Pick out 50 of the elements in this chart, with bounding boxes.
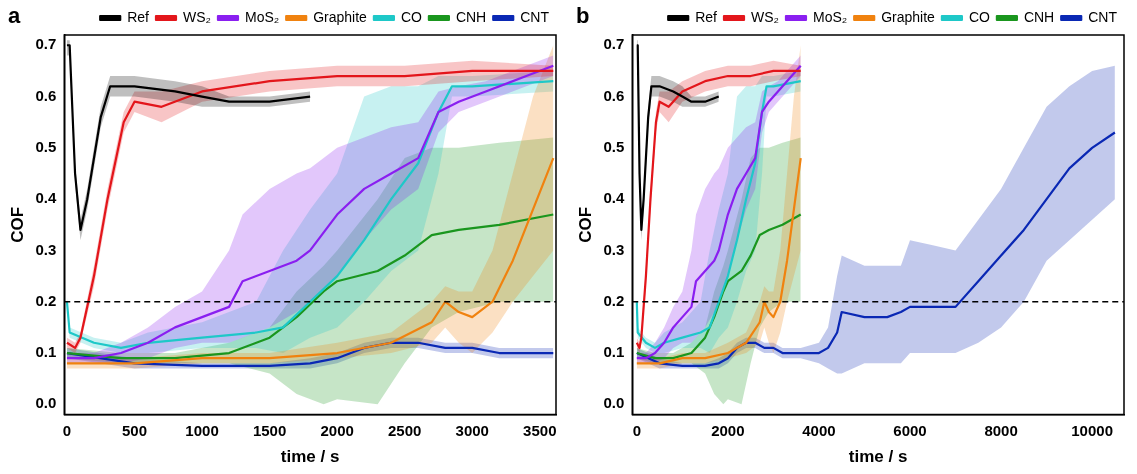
x-tick-label: 2500 — [388, 421, 422, 439]
y-tick-label: 0.2 — [603, 291, 625, 309]
legend-label: MoS₂ — [244, 8, 280, 25]
y-tick-label: 0.5 — [603, 137, 625, 155]
x-tick-label: 500 — [121, 421, 148, 439]
y-tick-label: 0.0 — [35, 394, 57, 412]
legend-label: WS₂ — [182, 8, 211, 25]
legend-label: Graphite — [881, 8, 936, 25]
y-tick-label: 0.4 — [603, 189, 625, 207]
y-tick-label: 0.7 — [603, 35, 625, 53]
legend-label: Ref — [695, 8, 718, 25]
legend-label: CO — [400, 8, 423, 25]
legend-label: Graphite — [313, 8, 368, 25]
x-tick-label: 0 — [62, 421, 72, 439]
x-tick-label: 10000 — [1071, 421, 1113, 439]
y-tick-label: 0.6 — [35, 86, 57, 104]
legend-label: WS₂ — [750, 8, 779, 25]
y-tick-label: 0.6 — [603, 86, 625, 104]
y-tick-label: 0.3 — [35, 240, 57, 258]
y-tick-label: 0.1 — [35, 343, 57, 361]
y-axis-title: COF — [7, 206, 27, 243]
legend-label: CNH — [1023, 8, 1055, 25]
y-tick-label: 0.1 — [603, 343, 625, 361]
y-tick-label: 0.5 — [35, 137, 57, 155]
x-tick-label: 6000 — [893, 421, 927, 439]
legend-label: CNT — [520, 8, 550, 25]
y-tick-label: 0.7 — [35, 35, 57, 53]
x-tick-label: 0 — [632, 421, 641, 439]
x-axis-title: time / s — [280, 447, 340, 467]
text: a — [8, 3, 21, 29]
legend-label: CNH — [455, 8, 487, 25]
y-axis-title: COF — [575, 206, 595, 243]
y-tick-label: 0.4 — [35, 189, 57, 207]
x-tick-label: 1000 — [185, 421, 219, 439]
x-tick-label: 4000 — [802, 421, 836, 439]
text: b — [576, 3, 590, 29]
y-tick-label: 0.3 — [603, 240, 625, 258]
legend-label: CNT — [1088, 8, 1118, 25]
y-tick-label: 0.2 — [35, 291, 57, 309]
x-tick-label: 2000 — [320, 421, 354, 439]
legend-label: Ref — [127, 8, 150, 25]
x-tick-label: 1500 — [252, 421, 287, 439]
x-tick-label: 3000 — [455, 421, 489, 439]
legend-label: MoS₂ — [812, 8, 848, 25]
x-tick-label: 8000 — [984, 421, 1018, 439]
legend-label: CO — [968, 8, 991, 25]
x-tick-label: 3500 — [523, 421, 557, 439]
x-tick-label: 2000 — [711, 421, 745, 439]
y-tick-label: 0.0 — [603, 394, 625, 412]
x-axis-title: time / s — [848, 447, 908, 467]
